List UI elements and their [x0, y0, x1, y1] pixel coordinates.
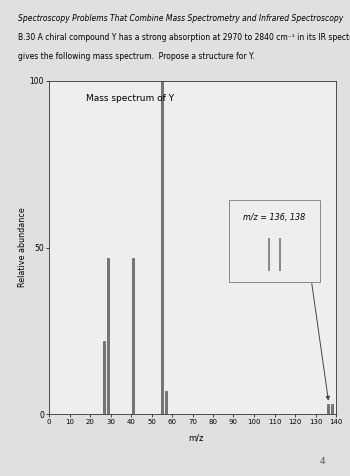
- Bar: [327, 404, 329, 414]
- Bar: [132, 258, 134, 414]
- Text: gives the following mass spectrum.  Propose a structure for Y.: gives the following mass spectrum. Propo…: [18, 52, 254, 61]
- Bar: [331, 404, 333, 414]
- Text: m/z = 136, 138: m/z = 136, 138: [243, 213, 306, 222]
- Text: 4: 4: [320, 457, 326, 466]
- Bar: [103, 341, 105, 414]
- Text: Spectroscopy Problems That Combine Mass Spectrometry and Infrared Spectroscopy: Spectroscopy Problems That Combine Mass …: [18, 14, 343, 23]
- FancyBboxPatch shape: [229, 200, 320, 282]
- Bar: [107, 258, 110, 414]
- Text: m/z: m/z: [188, 433, 204, 442]
- Y-axis label: Relative abundance: Relative abundance: [18, 208, 27, 288]
- Text: Mass spectrum of Y: Mass spectrum of Y: [86, 94, 174, 103]
- Text: B.30 A chiral compound Y has a strong absorption at 2970 to 2840 cm⁻¹ in its IR : B.30 A chiral compound Y has a strong ab…: [18, 33, 350, 42]
- Bar: [161, 81, 163, 414]
- Bar: [165, 391, 167, 414]
